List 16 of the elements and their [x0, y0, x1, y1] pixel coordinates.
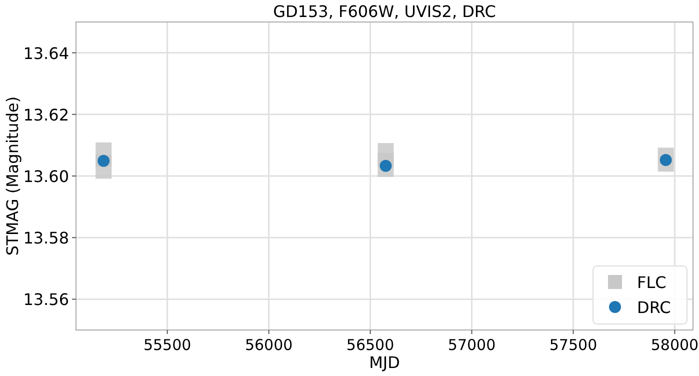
legend-label: DRC: [637, 298, 671, 317]
x-tick-label: 56000: [244, 336, 293, 354]
y-tick-label: 13.56: [23, 290, 69, 310]
y-tick-label: 13.64: [23, 44, 69, 63]
x-tick-label: 57500: [549, 336, 598, 354]
x-tick-label: 58000: [650, 336, 699, 354]
y-tick-label: 13.58: [23, 228, 69, 248]
chart-title: GD153, F606W, UVIS2, DRC: [273, 2, 496, 21]
x-tick-label: 55500: [143, 336, 192, 354]
x-tick-label: 56500: [346, 336, 394, 354]
y-tick-label: 13.60: [23, 167, 69, 186]
x-tick-label: 57000: [448, 336, 496, 354]
legend-label: FLC: [637, 273, 666, 292]
y-axis-title: STMAG (Magnitude): [3, 96, 22, 256]
y-tick-label: 13.62: [23, 105, 69, 124]
x-axis-title: MJD: [369, 353, 400, 372]
